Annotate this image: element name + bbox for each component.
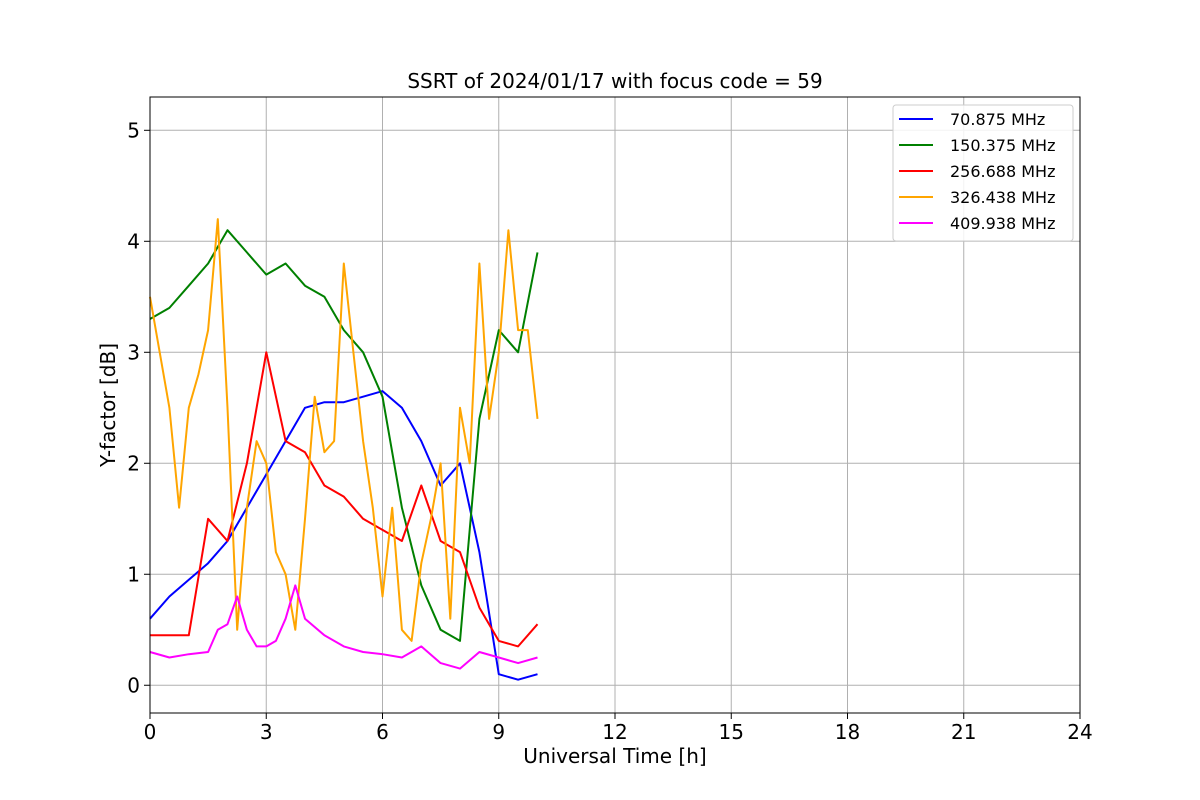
y-tick-label: 0 xyxy=(127,673,140,697)
y-tick-label: 4 xyxy=(127,229,140,253)
x-tick-label: 12 xyxy=(602,720,627,744)
y-tick-label: 3 xyxy=(127,340,140,364)
series-line-4 xyxy=(149,218,539,642)
y-tick-label: 2 xyxy=(127,451,140,475)
legend-label: 326.438 MHz xyxy=(950,188,1055,207)
series-line-1 xyxy=(149,390,538,681)
x-tick-label: 24 xyxy=(1067,720,1092,744)
series-lines xyxy=(149,218,539,681)
chart-title: SSRT of 2024/01/17 with focus code = 59 xyxy=(407,69,822,93)
legend-label: 150.375 MHz xyxy=(950,136,1055,155)
x-tick-label: 6 xyxy=(376,720,389,744)
legend-label: 256.688 MHz xyxy=(950,162,1055,181)
x-tick-label: 21 xyxy=(951,720,976,744)
x-tick-label: 15 xyxy=(719,720,744,744)
x-tick-label: 0 xyxy=(144,720,157,744)
x-axis-label: Universal Time [h] xyxy=(523,744,706,768)
legend-label: 409.938 MHz xyxy=(950,214,1055,233)
series-line-5 xyxy=(149,584,538,670)
y-axis-label: Y-factor [dB] xyxy=(96,343,120,468)
x-tick-label: 3 xyxy=(260,720,273,744)
x-tick-label: 9 xyxy=(492,720,505,744)
y-tick-label: 1 xyxy=(127,562,140,586)
legend: 70.875 MHz 150.375 MHz 256.688 MHz 326.438 … xyxy=(892,104,1074,242)
y-tick-label: 5 xyxy=(127,118,140,142)
legend-label: 70.875 MHz xyxy=(950,110,1045,129)
x-tick-label: 18 xyxy=(835,720,860,744)
legend-box xyxy=(892,104,1074,242)
series-line-3 xyxy=(150,351,539,648)
